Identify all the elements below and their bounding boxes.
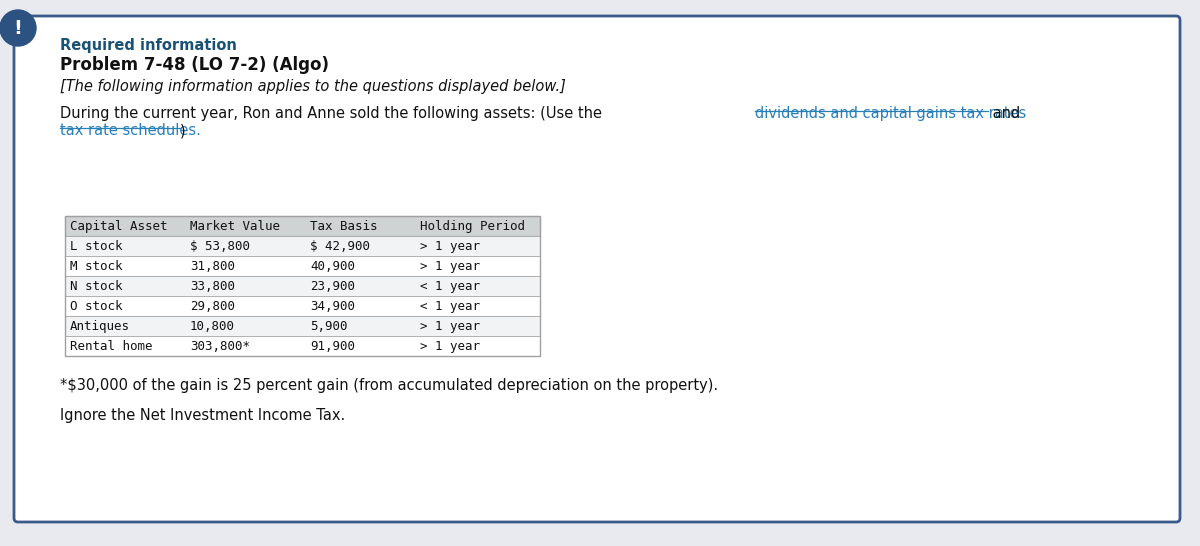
Bar [65,336,540,356]
Text: Market Value: Market Value [190,220,280,233]
Text: 33,800: 33,800 [190,280,235,293]
Text: Tax Basis: Tax Basis [310,220,378,233]
Text: 29,800: 29,800 [190,300,235,313]
Text: $ 53,800: $ 53,800 [190,240,250,253]
Bar [65,216,540,356]
Bar [65,216,540,236]
Text: and: and [988,106,1020,121]
Text: Holding Period: Holding Period [420,220,526,233]
Text: > 1 year: > 1 year [420,240,480,253]
Text: 91,900: 91,900 [310,340,355,353]
Text: *$30,000 of the gain is 25 percent gain (from accumulated depreciation on the pr: *$30,000 of the gain is 25 percent gain … [60,378,718,393]
Text: N stock: N stock [70,280,122,293]
Text: ): ) [180,123,185,138]
Text: 40,900: 40,900 [310,260,355,273]
Text: 23,900: 23,900 [310,280,355,293]
Text: $ 42,900: $ 42,900 [310,240,370,253]
Text: 10,800: 10,800 [190,320,235,333]
Text: O stock: O stock [70,300,122,313]
Circle shape [0,10,36,46]
Text: 303,800*: 303,800* [190,340,250,353]
Text: dividends and capital gains tax rates: dividends and capital gains tax rates [755,106,1026,121]
Text: < 1 year: < 1 year [420,300,480,313]
Text: 5,900: 5,900 [310,320,348,333]
Text: Rental home: Rental home [70,340,152,353]
Bar [65,316,540,336]
Text: < 1 year: < 1 year [420,280,480,293]
Text: > 1 year: > 1 year [420,320,480,333]
Text: > 1 year: > 1 year [420,340,480,353]
Text: 31,800: 31,800 [190,260,235,273]
Text: Problem 7-48 (LO 7-2) (Algo): Problem 7-48 (LO 7-2) (Algo) [60,56,329,74]
Bar [65,296,540,316]
Text: 34,900: 34,900 [310,300,355,313]
Text: > 1 year: > 1 year [420,260,480,273]
Bar [65,236,540,256]
Text: During the current year, Ron and Anne sold the following assets: (Use the: During the current year, Ron and Anne so… [60,106,607,121]
Text: !: ! [13,19,23,38]
FancyBboxPatch shape [14,16,1180,522]
Text: [The following information applies to the questions displayed below.]: [The following information applies to th… [60,79,566,94]
Text: Required information: Required information [60,38,236,53]
Text: Ignore the Net Investment Income Tax.: Ignore the Net Investment Income Tax. [60,408,346,423]
Text: Capital Asset: Capital Asset [70,220,168,233]
Bar [65,256,540,276]
Text: tax rate schedules.: tax rate schedules. [60,123,200,138]
Text: M stock: M stock [70,260,122,273]
Text: Antiques: Antiques [70,320,130,333]
Text: L stock: L stock [70,240,122,253]
Bar [65,276,540,296]
